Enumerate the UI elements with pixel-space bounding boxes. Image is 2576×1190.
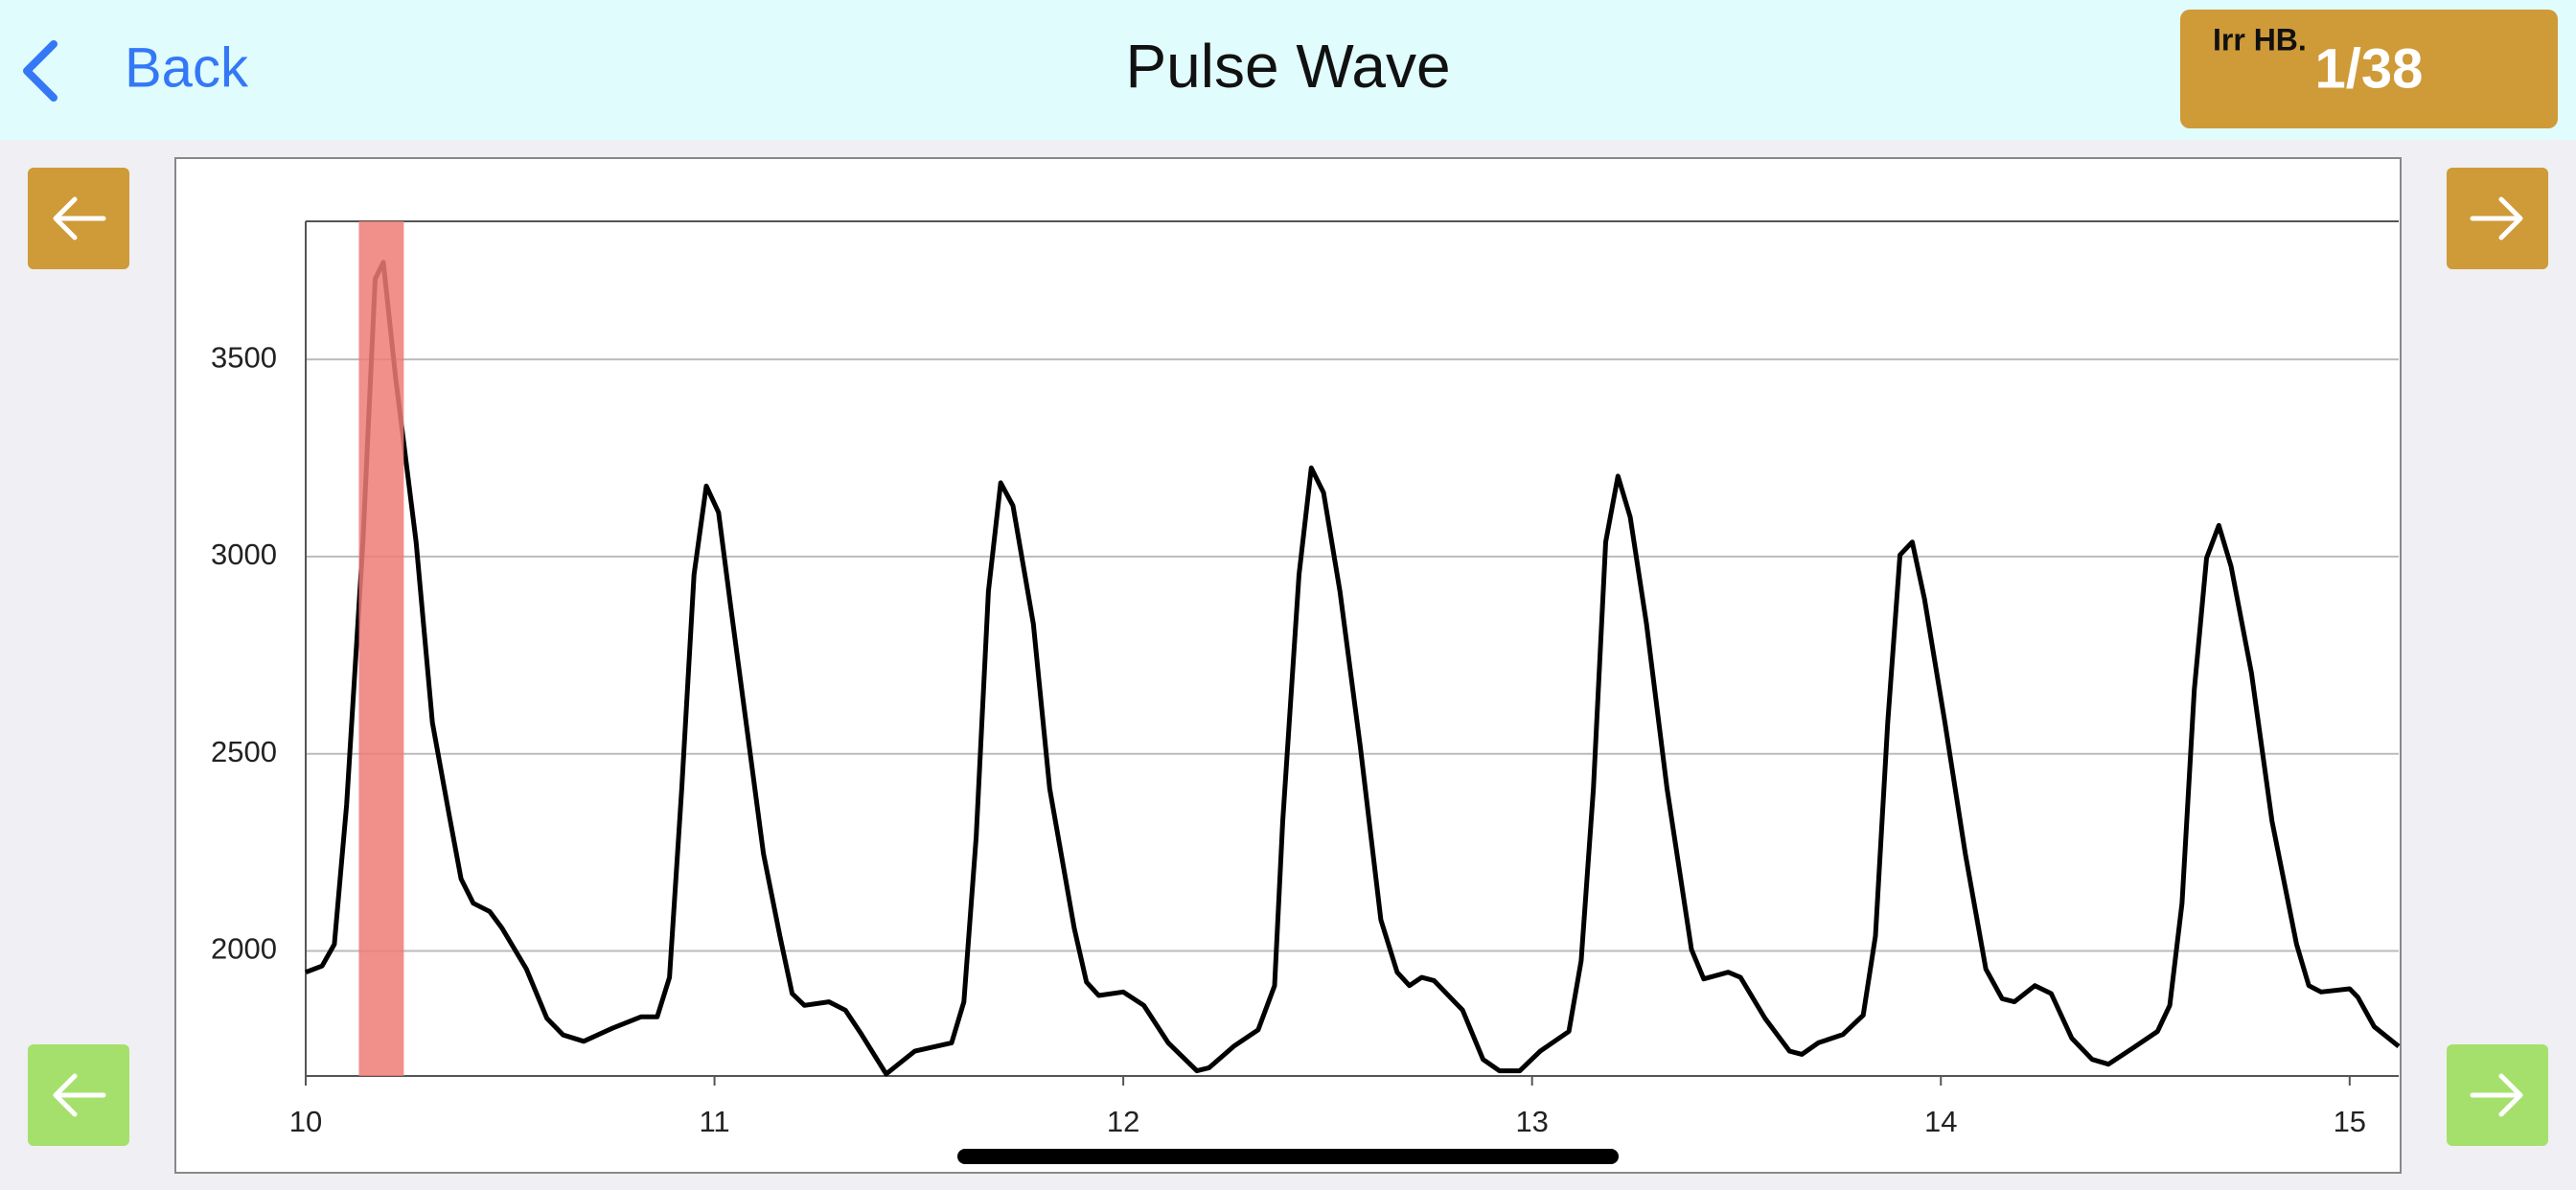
x-tick-label: 12 [1107, 1105, 1139, 1138]
nav-bar [0, 0, 2576, 140]
y-tick-label: 3500 [211, 340, 277, 374]
next-page-button[interactable] [2447, 1044, 2548, 1146]
x-tick-label: 11 [699, 1105, 729, 1138]
y-tick-label: 2500 [211, 735, 277, 768]
back-chevron[interactable] [23, 40, 58, 102]
back-button[interactable]: Back [23, 36, 249, 102]
chart-panel [174, 157, 2402, 1174]
back-label[interactable]: Back [125, 36, 249, 99]
prev-arrow[interactable] [53, 196, 106, 240]
x-tick-label: 14 [1924, 1105, 1957, 1138]
y-tick-label: 3000 [211, 538, 277, 571]
next-page-arrow[interactable] [2470, 1073, 2523, 1117]
irregular-beat-band [358, 221, 404, 1076]
badge-label: Irr HB. [2213, 22, 2307, 57]
x-tick-label: 10 [289, 1105, 322, 1138]
prev-page-button[interactable] [28, 1044, 129, 1146]
home-indicator [957, 1149, 1619, 1164]
plot: 2000 2500 3000 3500 10 11 12 13 14 15 [211, 220, 2401, 1138]
x-tick-label: 13 [1515, 1105, 1548, 1138]
prev-button[interactable] [28, 168, 129, 269]
badge [2180, 10, 2558, 128]
page-title: Pulse Wave [1125, 32, 1450, 101]
y-tick-label: 2000 [211, 932, 277, 966]
badge-value: 1/38 [2315, 37, 2424, 100]
pulse-line [305, 260, 2401, 1077]
prev-page-arrow[interactable] [53, 1073, 106, 1117]
next-arrow[interactable] [2470, 196, 2523, 240]
x-tick-label: 15 [2334, 1105, 2366, 1138]
next-button[interactable] [2447, 168, 2548, 269]
